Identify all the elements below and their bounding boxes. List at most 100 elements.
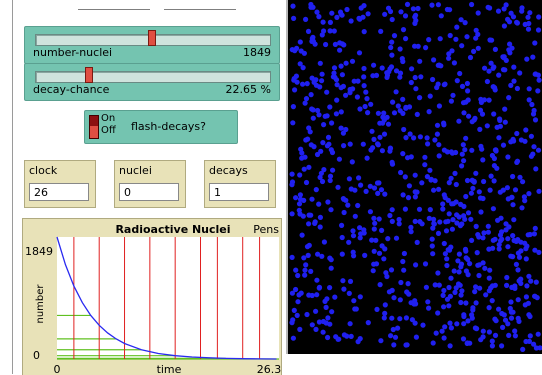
nucleus-dot: [305, 28, 312, 34]
nucleus-dot: [291, 307, 297, 313]
nucleus-dot: [337, 47, 343, 53]
nucleus-dot: [441, 287, 447, 294]
nucleus-dot: [461, 321, 467, 327]
nucleus-dot: [514, 130, 520, 137]
nucleus-dot: [300, 65, 306, 71]
nucleus-dot: [444, 256, 450, 262]
nucleus-dot: [351, 78, 357, 84]
nucleus-dot: [445, 247, 451, 253]
nucleus-dot: [424, 174, 430, 180]
slider-thumb[interactable]: [84, 67, 93, 83]
slider-thumb[interactable]: [148, 30, 156, 46]
nucleus-dot: [317, 214, 323, 220]
nucleus-dot: [349, 58, 356, 64]
nucleus-dot: [492, 87, 498, 93]
nucleus-dot: [442, 195, 448, 201]
nucleus-dot: [374, 306, 380, 312]
nucleus-dot: [522, 240, 528, 246]
nucleus-dot: [378, 187, 385, 193]
nucleus-dot: [480, 328, 486, 334]
nucleus-dot: [373, 261, 380, 267]
nucleus-dot: [301, 255, 307, 261]
nucleus-dot: [491, 178, 497, 184]
nucleus-dot: [489, 338, 495, 344]
flash-decays-switch[interactable]: On Off flash-decays?: [84, 110, 238, 144]
nucleus-dot: [412, 43, 418, 49]
nucleus-dot: [375, 141, 381, 147]
nucleus-dot: [381, 110, 387, 116]
nucleus-dot: [456, 118, 462, 124]
nucleus-dot: [489, 152, 495, 159]
nucleus-dot: [509, 45, 515, 51]
nucleus-dot: [457, 70, 463, 77]
nucleus-dot: [471, 48, 477, 55]
nucleus-dot: [297, 61, 303, 67]
nucleus-dot: [341, 209, 347, 216]
nucleus-dot: [473, 170, 479, 176]
switch-on-label: On: [101, 113, 116, 124]
nucleus-dot: [403, 135, 409, 141]
nucleus-dot: [436, 142, 442, 148]
nucleus-dot: [481, 178, 487, 185]
nucleus-dot: [371, 248, 377, 254]
nucleus-dot: [347, 86, 353, 93]
nucleus-dot: [432, 137, 438, 143]
nucleus-dot: [475, 262, 481, 268]
number-nuclei-slider[interactable]: number-nuclei 1849: [24, 26, 280, 64]
nucleus-dot: [301, 166, 307, 172]
nucleus-dot: [498, 238, 504, 244]
nucleus-dot: [388, 44, 394, 51]
switch-lever[interactable]: [89, 115, 99, 139]
nucleus-dot: [409, 317, 415, 323]
nucleus-dot: [435, 310, 441, 316]
nucleus-dot: [290, 120, 296, 126]
nucleus-dot: [505, 244, 511, 250]
nucleus-dot: [321, 28, 327, 34]
nucleus-dot: [454, 24, 460, 30]
nucleus-dot: [512, 283, 518, 289]
nucleus-dot: [485, 229, 491, 235]
nucleus-dot: [422, 261, 429, 267]
world-view[interactable]: [286, 0, 542, 354]
nucleus-dot: [507, 50, 513, 56]
nucleus-dot: [393, 68, 400, 74]
nucleus-dot: [353, 306, 359, 312]
nucleus-dot: [457, 223, 463, 229]
nucleus-dot: [499, 310, 505, 317]
nucleus-dot: [381, 256, 387, 262]
decay-chance-slider[interactable]: decay-chance 22.65 %: [24, 63, 280, 101]
nucleus-dot: [430, 340, 436, 346]
nucleus-dot: [429, 2, 435, 8]
nuclei-monitor: nuclei 0: [114, 160, 186, 208]
nucleus-dot: [289, 290, 295, 296]
nucleus-dot: [304, 81, 310, 87]
nucleus-dot: [325, 134, 332, 140]
nucleus-dot: [344, 6, 350, 13]
nucleus-dot: [365, 320, 371, 326]
nucleus-dot: [507, 41, 513, 47]
nucleus-dot: [295, 299, 301, 305]
nucleus-dot: [302, 267, 308, 273]
slider-track[interactable]: [35, 71, 271, 83]
nucleus-dot: [314, 277, 320, 283]
nucleus-dot: [415, 5, 421, 12]
nucleus-dot: [524, 56, 530, 62]
nucleus-dot: [459, 43, 465, 49]
pens-button[interactable]: Pens: [253, 223, 279, 236]
nucleus-dot: [397, 74, 403, 80]
nucleus-dot: [289, 254, 295, 260]
nucleus-dot: [504, 282, 510, 288]
nucleus-dot: [523, 338, 529, 345]
nucleus-dot: [503, 2, 509, 8]
nucleus-dot: [301, 50, 307, 56]
nucleus-dot: [347, 278, 354, 284]
nucleus-dot: [362, 252, 368, 258]
nucleus-dot: [327, 173, 334, 179]
nucleus-dot: [329, 120, 335, 126]
nucleus-dot: [332, 294, 338, 300]
nucleus-dot: [352, 213, 358, 219]
nucleus-dot: [315, 251, 321, 257]
nucleus-dot: [303, 179, 310, 186]
nucleus-dot: [400, 192, 406, 198]
nucleus-dot: [327, 28, 333, 34]
